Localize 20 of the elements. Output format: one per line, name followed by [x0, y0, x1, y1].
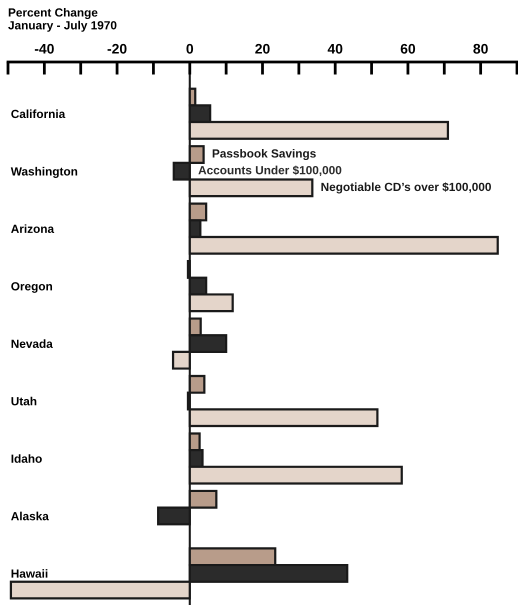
y-tick-label: Washington — [10, 166, 78, 178]
x-tick-label: -20 — [108, 44, 127, 54]
x-tick-label: 40 — [328, 44, 342, 54]
series-label: Passbook Savings — [212, 148, 316, 160]
y-tick-label: Oregon — [11, 282, 52, 293]
x-tick-label: 0 — [186, 44, 194, 54]
chart-title: Percent Change January - July 1970 — [8, 8, 116, 32]
x-tick-label: 60 — [400, 44, 416, 54]
y-tick-label: Hawaii — [12, 569, 48, 578]
y-tick-label: Utah — [11, 396, 36, 406]
y-tick-label: Arizona — [11, 224, 54, 234]
y-tick-label: Alaska — [11, 512, 49, 520]
y-tick-label: California — [11, 109, 66, 118]
x-tick-label: -40 — [34, 44, 54, 54]
series-label: Accounts Under $100,000 — [198, 165, 342, 176]
x-tick-label: 20 — [255, 44, 270, 54]
x-tick-label: 80 — [473, 44, 488, 54]
series-label: Negotiable CD’s over $100,000 — [321, 182, 491, 194]
y-tick-label: Nevada — [12, 339, 53, 348]
y-tick-label: Idaho — [12, 454, 42, 463]
